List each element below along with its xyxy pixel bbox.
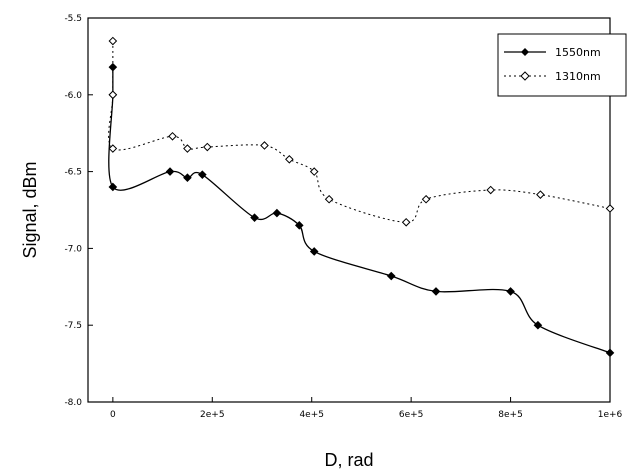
- data-point-1550nm: [309, 247, 319, 256]
- legend-marker-1310nm: [520, 71, 530, 81]
- y-axis-label: Signal, dBm: [20, 161, 40, 258]
- x-tick-label: 1e+6: [598, 410, 623, 420]
- data-point-1310nm: [536, 190, 545, 199]
- legend-box: [497, 33, 627, 97]
- data-point-1310nm: [168, 131, 177, 141]
- data-point-1310nm: [324, 194, 334, 204]
- data-point-1550nm: [431, 287, 441, 296]
- data-point-1310nm: [401, 217, 411, 227]
- y-tick-label: -7.0: [64, 244, 82, 254]
- data-point-1550nm: [294, 221, 304, 230]
- data-point-1310nm: [421, 194, 431, 204]
- data-point-1310nm: [203, 142, 212, 152]
- data-point-1310nm: [285, 155, 294, 164]
- data-point-1550nm: [605, 348, 615, 358]
- data-point-1310nm: [309, 167, 319, 176]
- data-point-1550nm: [250, 213, 259, 222]
- y-tick-label: -6.5: [64, 168, 82, 178]
- data-point-1550nm: [272, 208, 282, 218]
- data-point-1310nm: [108, 36, 118, 46]
- x-axis-ticks: 0 2e+5 4e+5 6e+5 8e+5 1e+6: [110, 397, 623, 420]
- x-tick-label: 6e+5: [399, 410, 424, 420]
- data-point-1310nm: [260, 141, 269, 150]
- x-axis-label: D, rad: [324, 450, 373, 470]
- series-layer: [108, 36, 615, 358]
- legend-label-1550nm: 1550nm: [555, 46, 601, 59]
- legend: 1550nm 1310nm: [497, 33, 627, 97]
- data-point-1310nm: [108, 90, 118, 100]
- data-point-1310nm: [486, 185, 495, 195]
- data-point-1310nm: [108, 144, 118, 153]
- series-1550nm: [108, 62, 615, 358]
- data-point-1550nm: [386, 271, 396, 281]
- x-tick-label: 4e+5: [299, 410, 324, 420]
- y-tick-label: -7.5: [64, 321, 82, 331]
- x-tick-label: 0: [110, 410, 116, 420]
- data-point-1550nm: [108, 182, 118, 192]
- data-point-1310nm: [605, 204, 615, 213]
- data-point-1550nm: [183, 173, 192, 183]
- series-line-1310nm: [108, 41, 611, 223]
- data-point-1550nm: [198, 170, 207, 179]
- legend-marker-1550nm: [521, 48, 529, 56]
- y-tick-label: -8.0: [64, 398, 82, 408]
- legend-label-1310nm: 1310nm: [555, 70, 601, 83]
- data-point-1550nm: [506, 287, 515, 296]
- series-1310nm: [108, 36, 615, 227]
- y-axis-ticks: -5.5 -6.0 -6.5 -7.0 -7.5 -8.0: [64, 14, 93, 408]
- x-tick-label: 2e+5: [200, 410, 225, 420]
- y-tick-label: -5.5: [64, 14, 82, 24]
- x-tick-label: 8e+5: [498, 410, 523, 420]
- data-point-1550nm: [533, 320, 543, 330]
- data-point-1310nm: [183, 144, 192, 153]
- y-tick-label: -6.0: [64, 91, 82, 101]
- data-point-1550nm: [165, 167, 175, 176]
